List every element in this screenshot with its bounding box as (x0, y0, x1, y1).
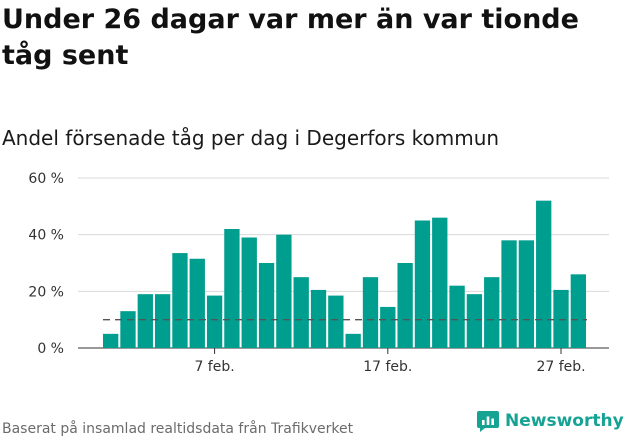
y-tick-label: 20 % (28, 284, 64, 300)
bar (449, 285, 465, 348)
bar (518, 240, 535, 348)
bar (137, 294, 153, 348)
bar (172, 253, 188, 348)
bar (189, 258, 205, 348)
bar (276, 234, 292, 348)
bar (536, 200, 552, 348)
bar (206, 295, 223, 348)
bar (380, 306, 396, 348)
bar (397, 263, 413, 348)
y-axis-ticks: 0 % 20 % 40 % 60 % (28, 171, 64, 357)
y-tick-label: 40 % (28, 228, 64, 244)
bar (154, 294, 171, 348)
bar (414, 220, 431, 348)
newsworthy-logo-icon (477, 411, 499, 432)
bar (345, 333, 361, 348)
bar-series (103, 200, 586, 348)
bar-chart: 0 % 20 % 40 % 60 % 7 feb. 17 feb. 27 feb. (28, 171, 609, 375)
bar (293, 277, 309, 348)
bar (224, 229, 240, 348)
bar (241, 237, 257, 348)
bar (328, 295, 344, 348)
brand-logo: Newsworthy (476, 409, 624, 433)
brand-name: Newsworthy (505, 411, 624, 431)
x-tick-label: 7 feb. (194, 359, 234, 375)
y-tick-label: 0 % (37, 341, 64, 357)
bar (553, 289, 569, 348)
y-tick-label: 60 % (28, 171, 64, 187)
x-tick-label: 17 feb. (363, 359, 412, 375)
bar (432, 217, 448, 348)
bar (501, 240, 517, 348)
chart-title: Under 26 dagar var mer än var tionde tåg… (2, 4, 579, 71)
bar (103, 333, 119, 348)
bar (362, 277, 379, 348)
bar (120, 311, 136, 348)
bar (258, 263, 275, 348)
bar (466, 294, 483, 348)
bar (484, 277, 500, 348)
bar (570, 274, 586, 348)
source-note: Baserat på insamlad realtidsdata från Tr… (2, 421, 354, 437)
chart-subtitle: Andel försenade tåg per dag i Degerfors … (2, 126, 500, 150)
x-tick-label: 27 feb. (536, 359, 585, 375)
bar (310, 289, 327, 348)
x-axis-ticks: 7 feb. 17 feb. 27 feb. (194, 348, 586, 375)
